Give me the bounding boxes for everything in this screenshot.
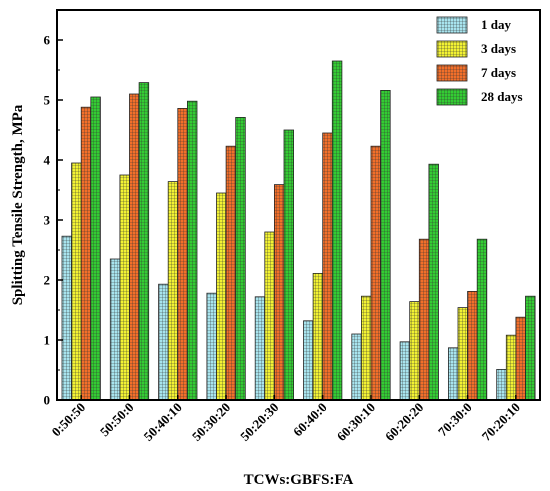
x-axis-title: TCWs:GBFS:FA	[244, 472, 354, 488]
bar-28-days-2	[186, 100, 198, 401]
legend-label: 28 days	[481, 89, 523, 104]
bar-3-days-7	[409, 301, 420, 401]
plot-frame	[56, 9, 541, 401]
bar-3-days-4	[264, 231, 275, 401]
bar-7-days-5	[322, 132, 333, 401]
bars-layer	[61, 60, 536, 401]
x-tick-label: 50:50:0	[97, 400, 137, 440]
bar-7-days-7	[418, 238, 430, 401]
bar-7-days-6	[370, 145, 382, 401]
bar-1-day-3	[206, 292, 217, 401]
bar-3-days-0	[71, 162, 82, 401]
y-tick-label: 6	[44, 33, 51, 48]
bar-1-day-8	[447, 347, 459, 401]
bar-7-days-2	[177, 108, 188, 401]
bar-3-days-8	[457, 307, 469, 401]
bar-1-day-0	[61, 235, 73, 401]
bar-3-days-9	[505, 334, 517, 401]
y-tick-label: 3	[44, 213, 51, 228]
legend-swatch-1-day	[436, 16, 468, 34]
x-axis: 0:50:50 50:50:0 50:40:10 50:30:20 50:20:30 60…	[49, 395, 523, 444]
x-tick-label: 60:20:20	[382, 400, 426, 444]
bar-3-days-5	[312, 272, 324, 401]
bar-28-days-9	[525, 295, 536, 401]
x-tick-label: 0:50:50	[49, 400, 89, 440]
bar-28-days-3	[235, 117, 246, 401]
bar-28-days-7	[428, 163, 439, 401]
bar-7-days-9	[515, 316, 526, 401]
y-tick-label: 0	[44, 393, 51, 408]
legend-swatch-7-days	[436, 64, 468, 82]
bar-1-day-5	[303, 320, 314, 401]
bar-1-day-4	[254, 296, 266, 401]
bar-1-day-1	[109, 258, 121, 401]
bar-28-days-0	[90, 96, 101, 401]
bar-7-days-8	[467, 290, 478, 401]
y-tick-label: 5	[44, 93, 51, 108]
y-tick-label: 4	[44, 153, 51, 168]
bar-3-days-2	[167, 181, 179, 401]
legend-swatch-3-days	[436, 40, 468, 58]
bar-1-day-6	[351, 333, 362, 401]
x-tick-label: 60:40:0	[290, 400, 330, 440]
x-tick-label: 50:40:10	[141, 400, 185, 444]
bar-28-days-5	[331, 60, 343, 401]
bar-28-days-1	[138, 82, 150, 401]
bar-3-days-1	[119, 174, 130, 401]
legend-label: 1 day	[481, 17, 511, 32]
bar-1-day-9	[496, 368, 507, 401]
y-axis-title: Splitting Tensile Strength, MPa	[10, 104, 26, 305]
bar-1-day-2	[158, 283, 169, 401]
legend-label: 3 days	[481, 41, 516, 56]
x-tick-label: 60:30:10	[334, 400, 378, 444]
legend: 1 day 3 days 7 days 28 days	[436, 16, 523, 106]
bar-7-days-4	[273, 184, 285, 401]
bar-28-days-4	[283, 129, 295, 401]
bar-3-days-3	[216, 192, 227, 401]
y-tick-label: 1	[44, 333, 51, 348]
bar-3-days-6	[360, 295, 372, 401]
y-tick-label: 2	[44, 273, 51, 288]
bar-28-days-6	[380, 90, 391, 401]
bar-7-days-3	[225, 145, 237, 401]
bar-7-days-0	[80, 106, 92, 401]
bar-7-days-1	[129, 93, 140, 401]
legend-swatch-28-days	[436, 88, 468, 106]
y-axis: 0 1 2 3 4 5 6	[44, 33, 63, 408]
legend-label: 7 days	[481, 65, 516, 80]
x-tick-label: 70:20:10	[479, 400, 523, 444]
x-tick-label: 50:20:30	[237, 400, 281, 444]
x-tick-label: 50:30:20	[189, 400, 233, 444]
bar-28-days-8	[476, 238, 488, 401]
x-tick-label: 70:30:0	[435, 400, 475, 440]
bar-1-day-7	[399, 341, 411, 401]
